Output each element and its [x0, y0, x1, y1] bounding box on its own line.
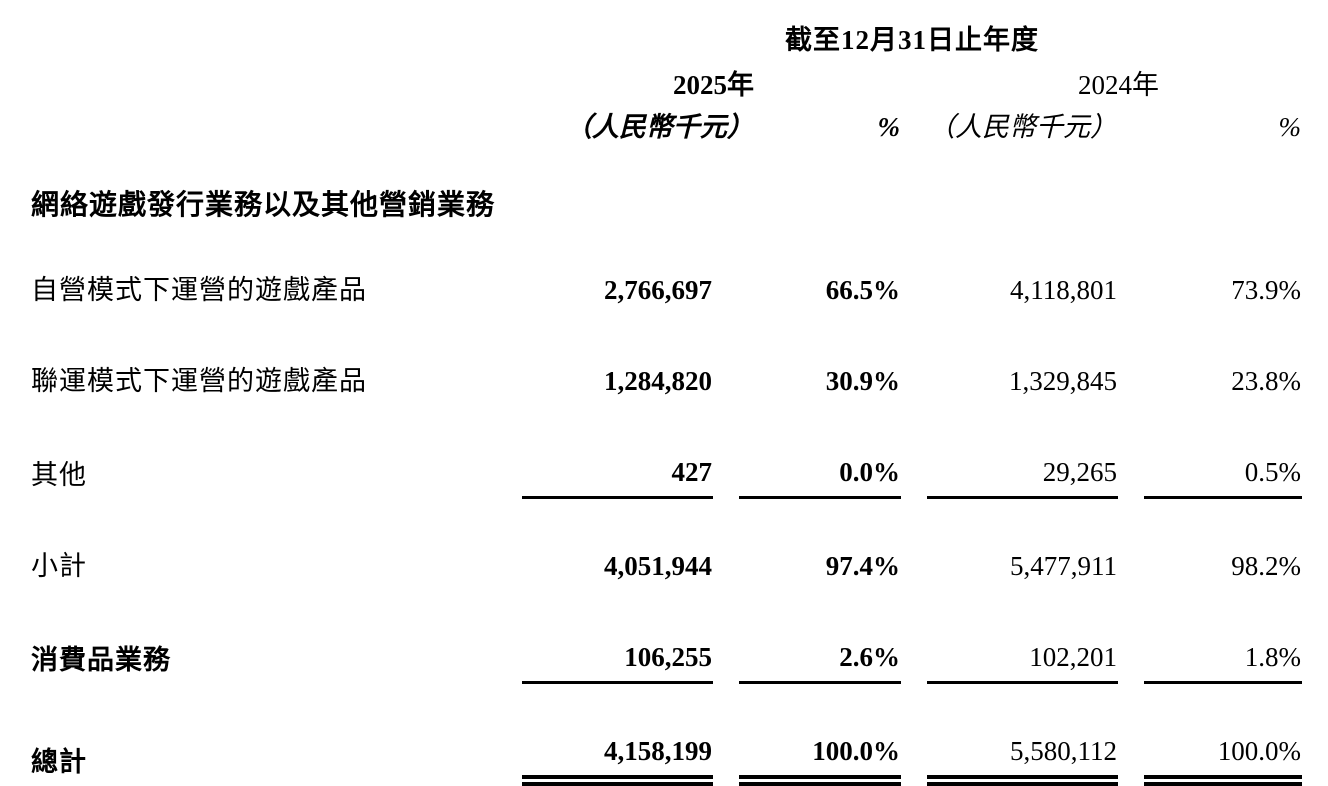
period-header-row: 截至12月31日止年度: [30, 0, 1302, 57]
row-subtotal: 小計 4,051,944 97.4% 5,477,911 98.2%: [30, 499, 1302, 590]
pct-2025: 100.0%: [738, 684, 901, 786]
row-label: 消費品業務: [31, 645, 171, 676]
value-2024: 1,329,845: [1008, 366, 1117, 397]
value-2024: 5,477,911: [1009, 551, 1117, 582]
unit-2025-header: （人民幣千元）: [564, 111, 754, 142]
pct-2025-header: %: [877, 111, 900, 142]
row-self-operated-games: 自營模式下運營的遊戲產品 2,766,697 66.5% 4,118,801 7…: [30, 223, 1302, 314]
year-header-row: 2025年 2024年: [30, 57, 1302, 102]
value-2025: 2,766,697: [603, 275, 712, 306]
revenue-breakdown-table: 截至12月31日止年度 2025年 2024年 （人民幣千元） % （人民幣千元…: [4, 0, 1328, 786]
pct-2025: 0.0%: [738, 405, 901, 500]
unit-header-row: （人民幣千元） % （人民幣千元） %: [30, 103, 1302, 144]
value-2025: 1,284,820: [603, 366, 712, 397]
period-header: 截至12月31日止年度: [784, 25, 1039, 55]
value-2025: 4,051,944: [603, 551, 712, 582]
value-2025: 106,255: [521, 590, 713, 685]
section-header-online-games: 網絡遊戲發行業務以及其他營銷業務: [31, 190, 496, 222]
value-2025: 4,158,199: [521, 684, 713, 786]
value-2025: 427: [521, 405, 713, 500]
row-others: 其他 427 0.0% 29,265 0.5%: [30, 405, 1302, 500]
year-2025-header: 2025年: [672, 70, 754, 101]
pct-2024: 73.9%: [1231, 275, 1301, 306]
year-2024-header: 2024年: [1077, 70, 1159, 101]
pct-2025: 2.6%: [738, 590, 901, 685]
pct-2024: 23.8%: [1231, 366, 1301, 397]
pct-2024-header: %: [1278, 111, 1302, 142]
pct-2024: 98.2%: [1231, 551, 1301, 582]
row-consumer-products: 消費品業務 106,255 2.6% 102,201 1.8%: [30, 590, 1302, 685]
row-joint-operation-games: 聯運模式下運營的遊戲產品 1,284,820 30.9% 1,329,845 2…: [30, 314, 1302, 405]
section-header-row: 網絡遊戲發行業務以及其他營銷業務: [30, 144, 1302, 223]
pct-2025: 66.5%: [825, 275, 900, 306]
row-label: 聯運模式下運營的遊戲產品: [31, 366, 367, 397]
value-2024: 29,265: [926, 405, 1118, 500]
value-2024: 102,201: [926, 590, 1118, 685]
pct-2025: 97.4%: [825, 551, 900, 582]
row-label: 自營模式下運營的遊戲產品: [31, 275, 367, 306]
row-label: 總計: [31, 747, 87, 778]
value-2024: 4,118,801: [1009, 275, 1117, 306]
unit-2024-header: （人民幣千元）: [927, 111, 1117, 142]
value-2024: 5,580,112: [926, 684, 1118, 786]
pct-2024: 100.0%: [1143, 684, 1302, 786]
pct-2024: 0.5%: [1143, 405, 1302, 500]
row-total: 總計 4,158,199 100.0% 5,580,112 100.0%: [30, 684, 1302, 786]
pct-2025: 30.9%: [825, 366, 900, 397]
pct-2024: 1.8%: [1143, 590, 1302, 685]
row-label: 小計: [31, 551, 87, 582]
row-label: 其他: [31, 460, 87, 491]
